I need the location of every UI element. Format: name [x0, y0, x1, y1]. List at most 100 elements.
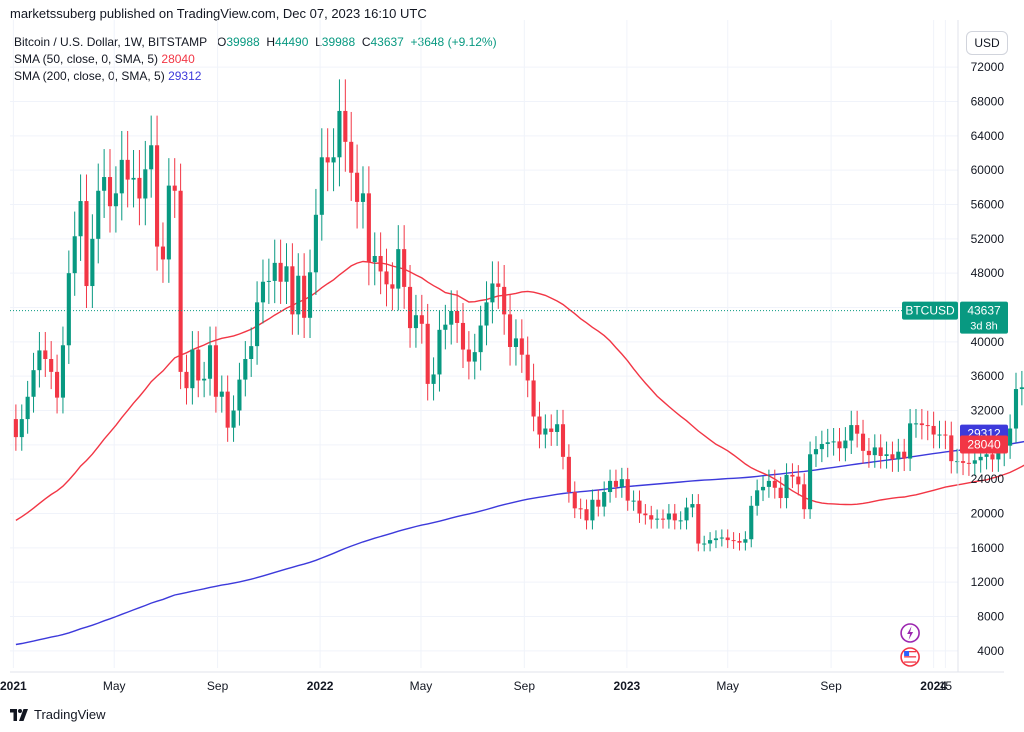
candle-body	[431, 374, 436, 384]
candle-body	[302, 275, 307, 318]
candle	[455, 290, 460, 343]
candle-body	[55, 371, 60, 398]
candle	[413, 294, 418, 348]
candle-body	[478, 325, 483, 353]
candle-body	[919, 423, 924, 426]
candle-body	[578, 508, 583, 510]
candle	[325, 128, 330, 192]
candle	[813, 436, 819, 467]
candle	[319, 128, 324, 241]
candle-body	[319, 157, 324, 215]
candle	[196, 331, 201, 398]
candle-body	[107, 177, 113, 207]
symbol-title[interactable]: Bitcoin / U.S. Dollar, 1W, BITSTAMP	[14, 35, 207, 49]
y-tick-label: 8000	[977, 610, 1004, 624]
candle-body	[784, 474, 789, 499]
candle-body	[760, 486, 766, 491]
candle	[766, 469, 771, 498]
sma50-label: SMA (50, close, 0, SMA, 5)	[14, 52, 159, 66]
candle-body	[690, 504, 695, 508]
sma50-line-group	[15, 260, 1024, 521]
candle-body	[772, 480, 777, 488]
candle-body	[213, 345, 218, 397]
legend-sma200-row[interactable]: SMA (200, close, 0, SMA, 5) 29312	[14, 68, 497, 85]
candle-body	[566, 456, 571, 493]
candle	[796, 465, 801, 496]
candle	[507, 293, 513, 366]
candle	[178, 163, 183, 390]
us-flag-stripe	[904, 658, 917, 661]
candle-body	[272, 262, 277, 281]
candle	[925, 410, 930, 441]
candle	[831, 427, 836, 456]
close-value: 43637	[370, 35, 404, 49]
candle	[184, 354, 189, 405]
candle-body	[390, 284, 395, 289]
high-key: H	[266, 35, 276, 49]
candle-body	[307, 272, 313, 318]
candle	[631, 490, 636, 511]
candle-body	[19, 419, 24, 438]
candle-body	[678, 520, 683, 522]
candle-body	[184, 371, 189, 389]
candle-body	[260, 281, 266, 303]
x-tick-label: 2022	[307, 679, 334, 693]
candle	[625, 467, 630, 511]
candle	[525, 336, 530, 398]
legend-sma50-row[interactable]: SMA (50, close, 0, SMA, 5) 28040	[14, 51, 497, 68]
candle	[855, 410, 860, 448]
candle-body	[843, 440, 848, 449]
candle-body	[119, 159, 124, 194]
candle	[490, 261, 495, 324]
y-tick-label: 52000	[971, 232, 1005, 246]
candle-body	[684, 507, 689, 521]
candle-body	[849, 425, 854, 441]
candle-body	[525, 354, 530, 381]
candle-body	[996, 453, 1001, 460]
candle-body	[631, 500, 636, 502]
lightning-icon[interactable]	[900, 623, 920, 643]
candle	[402, 225, 407, 309]
candle-body	[860, 433, 866, 451]
candle	[702, 535, 707, 552]
candle	[278, 239, 283, 304]
candle-body	[490, 283, 495, 303]
candle	[472, 333, 477, 380]
candle-body	[896, 451, 901, 460]
candle-body	[455, 310, 460, 323]
candle-body	[819, 443, 824, 450]
candle	[396, 225, 401, 311]
candle	[819, 430, 824, 463]
us-flag-icon[interactable]	[900, 647, 920, 667]
candle-body	[702, 543, 707, 545]
sma200-label: SMA (200, close, 0, SMA, 5)	[14, 69, 165, 83]
candle-body	[766, 480, 771, 487]
candle-body	[831, 441, 836, 443]
candle	[231, 395, 236, 442]
candle-body	[590, 499, 595, 521]
sma50-tag-bg	[960, 435, 1008, 454]
event-icons	[900, 623, 920, 667]
us-flag-stripe	[904, 651, 917, 653]
candle	[125, 130, 130, 208]
candle-body	[790, 474, 795, 477]
candle-body	[925, 425, 930, 427]
currency-button[interactable]: USD	[966, 31, 1008, 55]
candle	[419, 294, 424, 344]
y-tick-label: 4000	[977, 644, 1004, 658]
published-header: marketssuberg published on TradingView.c…	[10, 6, 427, 21]
chart-grid	[10, 20, 958, 668]
candle	[884, 441, 889, 469]
candle	[160, 222, 166, 283]
candle	[808, 441, 813, 519]
candle	[349, 111, 354, 201]
footer-brand[interactable]: TradingView	[10, 707, 106, 722]
candle	[866, 437, 871, 468]
y-tick-label: 20000	[971, 507, 1005, 521]
candle-body	[313, 214, 318, 273]
candle	[307, 249, 313, 339]
candle-body	[113, 193, 118, 207]
candle	[937, 420, 942, 449]
